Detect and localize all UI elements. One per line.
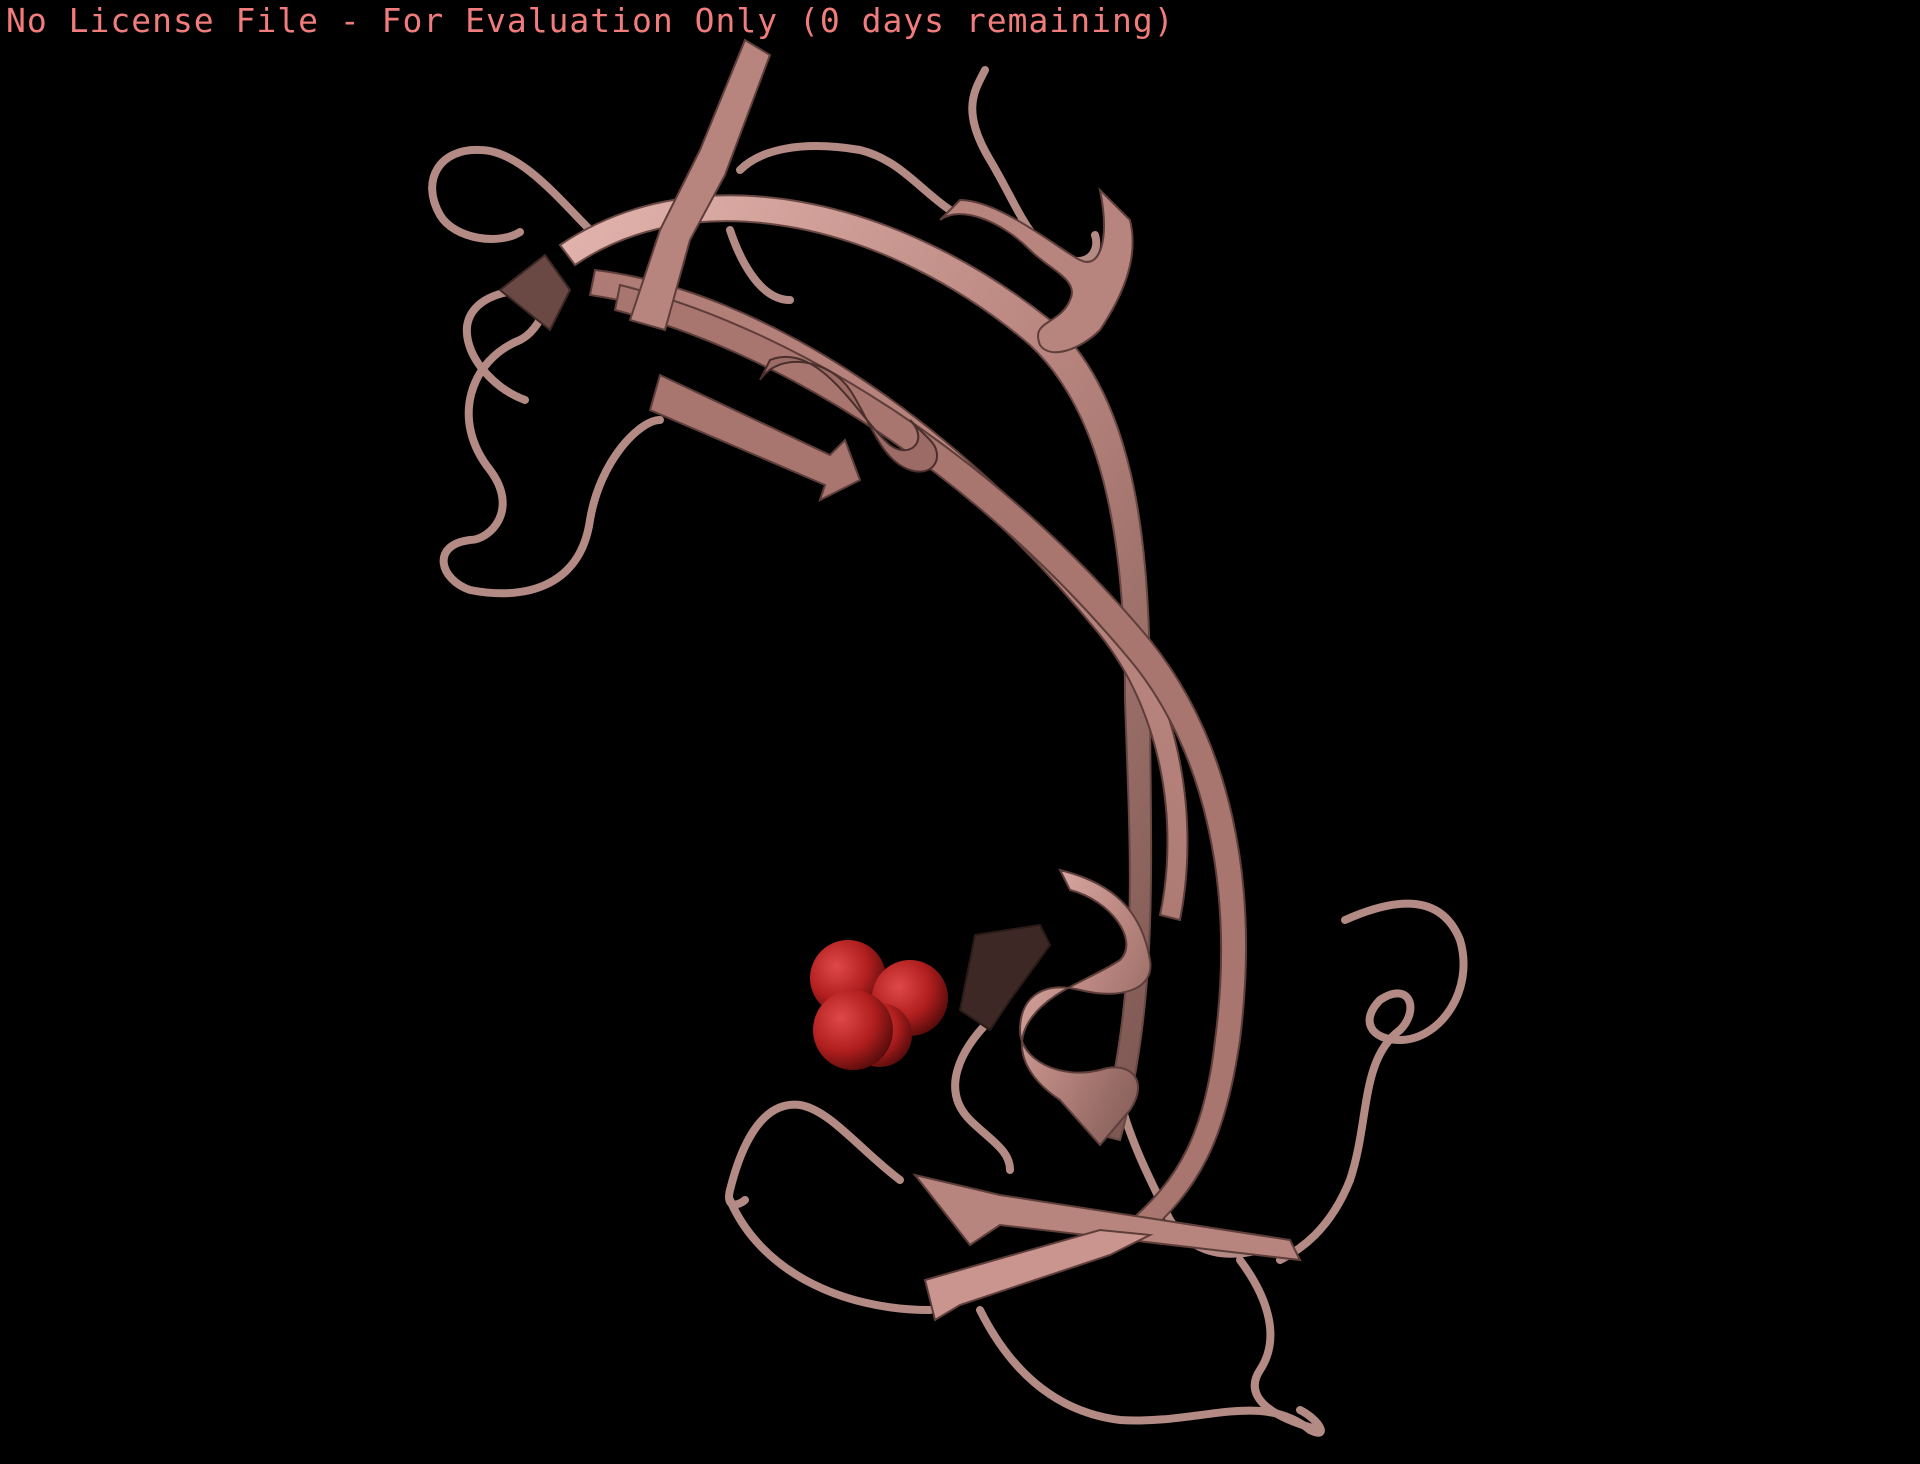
coil-inner — [1116, 1096, 1264, 1258]
strand-top-vertical — [628, 38, 772, 332]
helix-top-right — [939, 186, 1134, 354]
coil-helix-link — [951, 1016, 1014, 1174]
strand-lower-2 — [923, 1228, 1154, 1322]
coil-right — [1276, 899, 1468, 1264]
sulfate-ion[interactable] — [810, 940, 948, 1070]
helix-bottom — [1018, 868, 1152, 1147]
strand-lower-1 — [912, 1173, 1302, 1262]
strand-main-1 — [558, 194, 1153, 1142]
strand-left-small — [498, 253, 572, 332]
coil-lower-left — [725, 1100, 904, 1209]
beta-strands — [498, 38, 1302, 1322]
strand-left-arrow — [648, 373, 862, 502]
oxygen-atom-4 — [813, 990, 893, 1070]
coil-bottom-right — [1236, 1256, 1324, 1434]
helix-left-inner — [759, 356, 939, 473]
coil-top-left — [428, 145, 594, 243]
coil-top-right — [968, 66, 1101, 265]
coil-bottom-left — [726, 1196, 934, 1314]
alpha-helices — [759, 186, 1152, 1147]
coil-top-center — [736, 142, 954, 214]
helix-bottom-dark — [958, 923, 1052, 1032]
license-banner: No License File - For Evaluation Only (0… — [6, 1, 1175, 40]
coil-left-loop — [439, 286, 664, 598]
coil-mid-left — [726, 226, 794, 304]
